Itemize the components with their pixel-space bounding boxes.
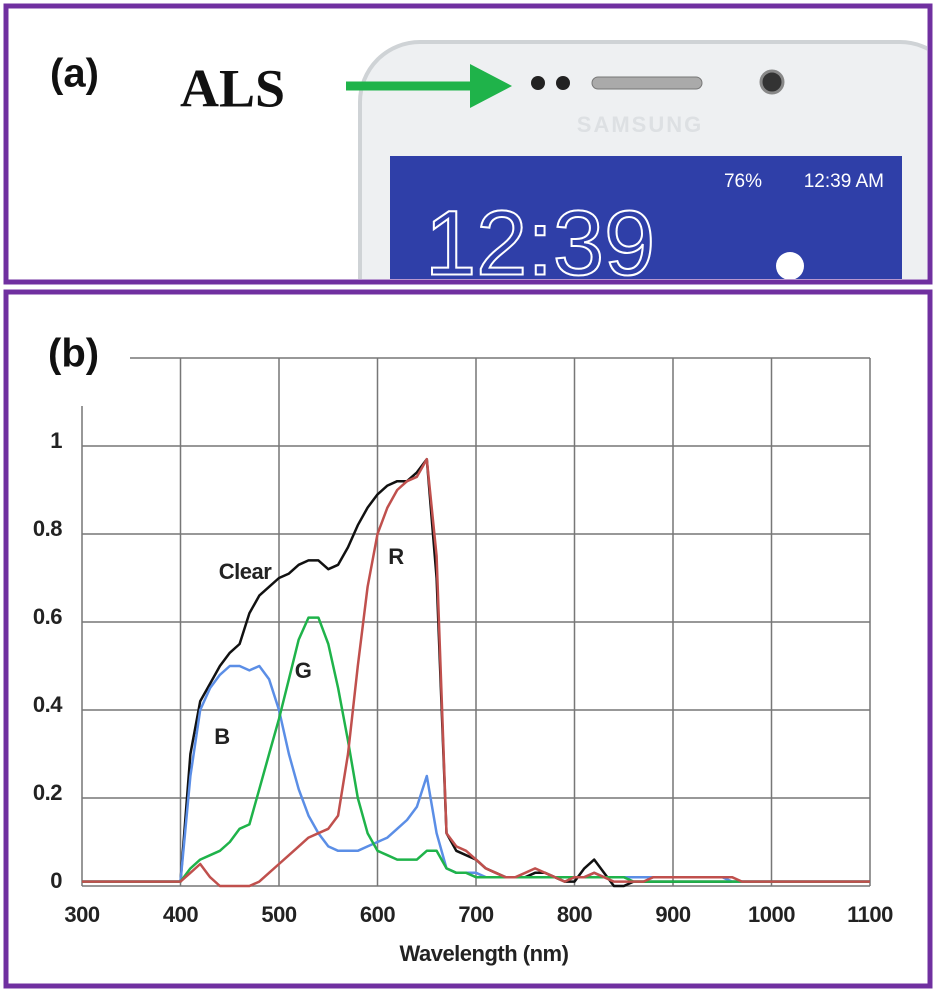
x-tick-label: 800 <box>557 902 592 927</box>
series-label: Clear <box>219 559 272 584</box>
series-label: B <box>214 724 229 749</box>
sensor-dot <box>556 76 570 90</box>
x-tick-label: 300 <box>64 902 99 927</box>
series-label: G <box>295 658 312 683</box>
phone: SAMSUNG 76% 12:39 AM 12:39 <box>358 40 927 294</box>
series-label: R <box>388 544 404 569</box>
sensor-dot <box>531 76 545 90</box>
y-tick-label: 0.4 <box>33 692 63 717</box>
series-line <box>82 616 870 883</box>
arrow-head <box>470 64 512 108</box>
sensor-label: ALS <box>180 58 285 118</box>
weather-icon <box>776 252 804 279</box>
camera <box>759 69 785 95</box>
battery: 76% <box>724 171 762 192</box>
x-tick-label: 400 <box>163 902 198 927</box>
plot: 0 0.2 0.4 0.6 0.8 1 300 400 500 600 700 800 900 1000 1… <box>33 358 894 927</box>
x-tick-label: 700 <box>458 902 493 927</box>
screen <box>390 156 902 279</box>
x-tick-label: 900 <box>655 902 690 927</box>
x-tick-label: 1100 <box>847 902 893 927</box>
panel-frame <box>3 289 933 989</box>
series-line <box>82 457 870 888</box>
x-axis-label: Wavelength (nm) <box>400 941 569 966</box>
y-tick-label: 1 <box>50 428 62 453</box>
x-tick-label: 500 <box>261 902 296 927</box>
brand: SAMSUNG <box>577 112 703 137</box>
panel-label: (a) <box>50 52 99 96</box>
panel-label: (b) <box>48 332 99 376</box>
y-tick-label: 0.8 <box>33 516 62 541</box>
status-time: 12:39 AM <box>804 171 884 192</box>
x-tick-label: 1000 <box>748 902 795 927</box>
clock: 12:39 <box>425 192 655 294</box>
speaker <box>591 76 703 90</box>
y-tick-label: 0 <box>50 868 62 893</box>
x-tick-label: 600 <box>360 902 395 927</box>
y-tick-label: 0.2 <box>33 780 62 805</box>
y-tick-label: 0.6 <box>33 604 62 629</box>
